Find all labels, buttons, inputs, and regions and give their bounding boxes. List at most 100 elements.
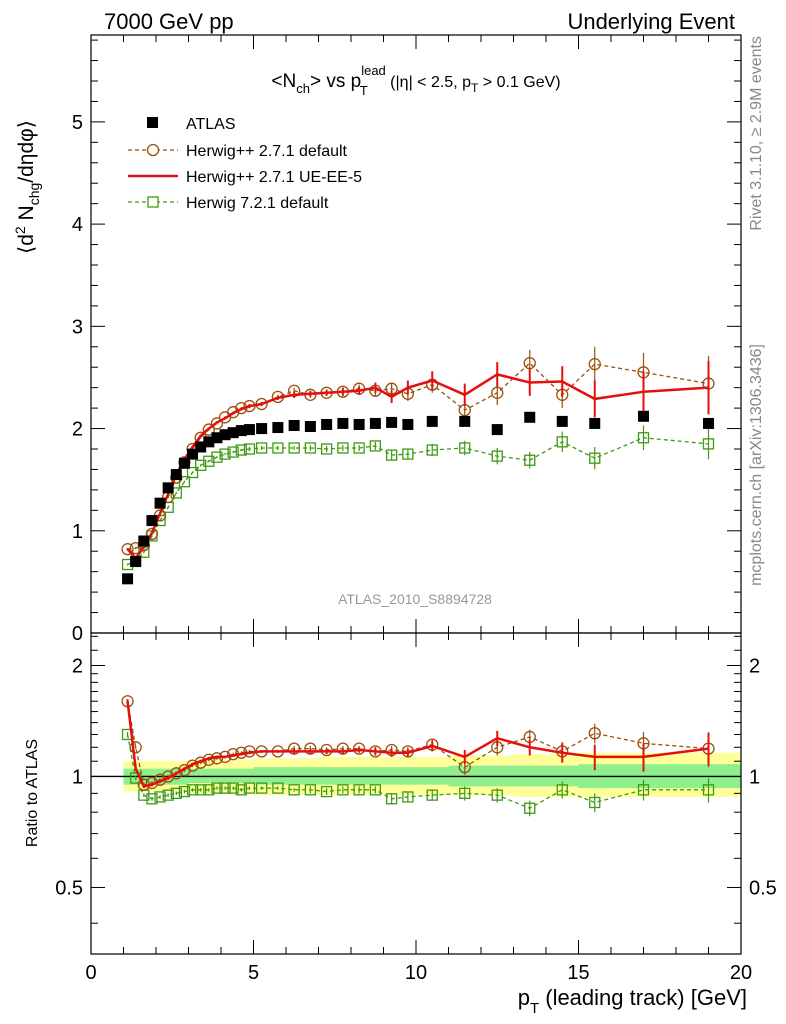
main-point-herwig-default [523, 356, 536, 370]
ratio-xtick-label: 5 [248, 962, 259, 984]
ratio-point-herwig7 [702, 784, 715, 796]
main-point-herwig7 [219, 448, 231, 460]
main-series-herwig_ueee5 [126, 361, 710, 561]
main-point-herwig7 [211, 451, 223, 463]
ratio-xtick-label: 0 [85, 962, 96, 984]
ratio-point-herwig7 [243, 782, 256, 794]
main-point-atlas [195, 441, 207, 453]
ratio-point-herwig-default [352, 742, 366, 755]
main-point-atlas [402, 418, 414, 430]
main-point-atlas [178, 457, 190, 469]
main-point-atlas [138, 535, 150, 547]
main-point-atlas [426, 415, 438, 427]
main-line-herwig_ueee5 [126, 373, 709, 561]
ratio-panel: 0.5 0.51 12 20 5 10 15 20 Ratio to ATLAS pT (le… [24, 632, 777, 1017]
main-point-herwig7 [243, 443, 256, 455]
main-point-atlas [491, 424, 503, 436]
main-point-herwig7 [186, 466, 199, 479]
main-point-herwig7 [320, 443, 333, 455]
main-point-atlas [288, 419, 300, 431]
main-point-atlas [353, 418, 365, 430]
ratio-point-herwig7 [178, 785, 191, 798]
legend-label-herwig-ueee5: Herwig++ 2.7.1 UE-EE-5 [186, 169, 362, 186]
legend: ATLAS Herwig++ 2.7.1 default Herwig++ 2.… [128, 116, 362, 212]
main-ytick-label: 3 [72, 316, 83, 338]
ratio-point-herwig7 [219, 782, 231, 794]
main-point-atlas [589, 417, 601, 429]
main-point-atlas [638, 410, 649, 422]
legend-item-herwig7: Herwig 7.2.1 default [128, 195, 329, 212]
legend-label-herwig7: Herwig 7.2.1 default [186, 195, 329, 212]
main-point-atlas [219, 429, 231, 441]
main-title: <Nch> vs plead T (|η| < 2.5, pT > 0.1 GeV… [271, 63, 560, 98]
ratio-point-herwig7 [288, 784, 300, 796]
ratio-point-herwig7 [203, 784, 215, 796]
ratio-point-herwig7 [353, 784, 365, 796]
ratio-point-herwig-default [162, 770, 175, 783]
ratio-point-herwig7 [186, 784, 199, 796]
main-point-herwig7 [637, 432, 650, 444]
ratio-xlabel: pT (leading track) [GeV] [518, 985, 747, 1017]
ratio-point-herwig7 [272, 782, 284, 794]
main-point-atlas [211, 432, 223, 444]
main-line-herwig7 [127, 437, 709, 566]
legend-label-atlas: ATLAS [186, 116, 236, 133]
ratio-point-herwig7 [556, 784, 568, 796]
legend-marker-atlas [147, 117, 158, 128]
main-ticks: 0 1 2 3 4 5 [72, 35, 742, 645]
ratio-point-herwig7 [637, 784, 650, 796]
ratio-point-herwig7 [162, 789, 174, 801]
ratio-point-herwig-default [336, 742, 350, 755]
main-point-herwig-default [491, 386, 504, 399]
analysis-watermark: ATLAS_2010_S8894728 [338, 591, 492, 607]
main-point-atlas [162, 482, 174, 494]
ratio-point-herwig7 [146, 793, 158, 805]
ratio-point-herwig7 [304, 784, 317, 796]
legend-item-herwig-default: Herwig++ 2.7.1 default [128, 143, 348, 160]
main-ytick-label: 4 [72, 214, 83, 236]
ratio-point-herwig-default [287, 742, 301, 755]
main-point-herwig7 [195, 459, 207, 472]
ratio-xtick-label: 15 [567, 962, 589, 984]
main-point-atlas [556, 415, 568, 427]
legend-item-atlas: ATLAS [147, 116, 236, 133]
main-ytick-label: 5 [72, 112, 83, 134]
main-point-herwig7 [272, 442, 284, 454]
main-series-atlas [122, 410, 714, 585]
ratio-point-herwig7 [337, 784, 349, 796]
main-ytick-label: 2 [72, 419, 83, 441]
main-point-atlas [170, 469, 182, 481]
ratio-ticks: 0.5 0.51 12 20 5 10 15 20 [55, 633, 777, 984]
main-point-atlas [122, 573, 134, 585]
ratio-frame [90, 632, 742, 955]
main-point-atlas [337, 417, 349, 429]
main-point-herwig7 [255, 442, 268, 454]
main-ytick-label: 1 [72, 521, 83, 543]
main-point-herwig-default [121, 543, 134, 556]
ratio-xtick-label: 10 [405, 962, 427, 984]
ratio-point-herwig-default [304, 742, 317, 755]
ratio-point-herwig7 [524, 802, 536, 814]
header-right: Underlying Event [567, 9, 735, 34]
main-point-atlas [272, 422, 284, 434]
main-point-atlas [321, 418, 333, 430]
main-point-atlas [703, 417, 714, 429]
main-point-atlas [304, 421, 316, 433]
main-point-atlas [130, 555, 142, 567]
main-ytick-label: 0 [72, 623, 83, 645]
main-point-herwig-default [129, 542, 142, 555]
main-point-herwig7 [426, 444, 438, 456]
ratio-point-herwig7 [211, 782, 223, 794]
ratio-point-herwig7 [255, 782, 268, 794]
main-point-herwig7 [337, 442, 349, 454]
main-point-herwig-default [227, 406, 240, 419]
main-point-herwig7 [235, 444, 247, 456]
ratio-ytick-label-right: 2 [749, 655, 760, 677]
main-series-herwig_default [121, 346, 715, 556]
ratio-point-herwig-default [186, 759, 199, 772]
ratio-line-herwig_ueee5 [126, 701, 709, 788]
main-point-atlas [154, 497, 166, 509]
main-point-atlas [243, 424, 255, 436]
main-point-herwig7 [288, 442, 300, 454]
